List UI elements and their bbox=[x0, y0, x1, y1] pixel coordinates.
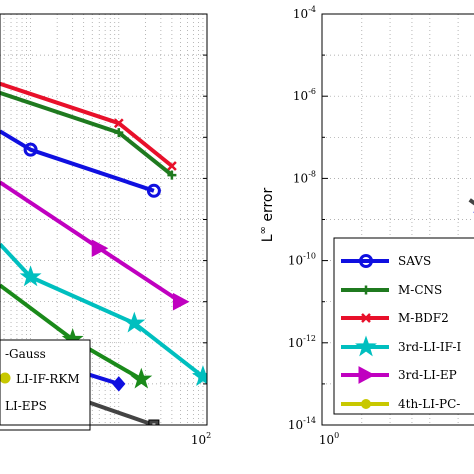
right-y-tick-label-1: 10-6 bbox=[293, 87, 316, 103]
right-y-tick-label-4: 10-12 bbox=[288, 334, 316, 350]
left-plot-area bbox=[0, 81, 207, 425]
left-legend-label-1: LI-IF-RKM bbox=[16, 372, 80, 386]
series-line-2 bbox=[0, 129, 155, 193]
left-legend-box bbox=[0, 339, 91, 431]
series-line-0 bbox=[468, 198, 474, 206]
left-x-tick-label-100-base: 10 bbox=[191, 433, 206, 447]
right-y-tick-label-1-exp: -6 bbox=[308, 87, 316, 96]
right-y-tick-label-2-exp: -8 bbox=[308, 169, 316, 178]
right-y-tick-label-5-exp: -14 bbox=[303, 416, 316, 425]
point-4-2 bbox=[123, 311, 146, 333]
point-7-1 bbox=[148, 419, 160, 425]
right-y-axis-label: L∞ error bbox=[258, 188, 276, 243]
right-legend-box bbox=[333, 237, 474, 415]
legend-marker-4 bbox=[358, 366, 376, 384]
right-y-tick-label-0-base: 10 bbox=[293, 7, 308, 21]
point-2-1 bbox=[23, 142, 38, 157]
point-0-2 bbox=[167, 161, 177, 171]
series-0 bbox=[0, 81, 177, 171]
left-legend: -Gauss LI-IF-RKM LI-EPS bbox=[0, 339, 91, 431]
legend-label-0: SAVS bbox=[398, 254, 431, 268]
ylabel-sup: ∞ bbox=[258, 226, 269, 234]
right-y-tick-label-2: 10-8 bbox=[293, 169, 316, 185]
left-x-tick-label-100-exp: 2 bbox=[206, 431, 211, 440]
series-4 bbox=[0, 242, 207, 386]
right-y-tick-label-0: 10-4 bbox=[293, 5, 316, 21]
series-2 bbox=[0, 129, 161, 198]
right-y-tick-label-5: 10-14 bbox=[288, 416, 316, 432]
right-y-tick-label-4-base: 10 bbox=[288, 336, 303, 350]
point-1-2 bbox=[167, 170, 177, 180]
point-1-1 bbox=[114, 128, 124, 138]
left-legend-label-0: -Gauss bbox=[5, 347, 46, 361]
right-y-tick-label-0-exp: -4 bbox=[308, 5, 316, 14]
series-3 bbox=[0, 180, 190, 311]
ylabel-rest: error bbox=[260, 188, 276, 227]
right-x-tick-label-1-base: 10 bbox=[319, 433, 334, 447]
series-0 bbox=[468, 198, 474, 206]
right-y-tick-label-3: 10-10 bbox=[288, 252, 316, 268]
point-5-2 bbox=[130, 367, 153, 389]
right-y-tick-label-5-base: 10 bbox=[288, 418, 303, 432]
point-7-1-core bbox=[152, 423, 156, 425]
legend-label-4: 3rd-LI-EP bbox=[398, 368, 457, 382]
point-3-1 bbox=[91, 239, 109, 258]
right-y-tick-label-3-base: 10 bbox=[288, 254, 303, 268]
point-4-1 bbox=[19, 265, 42, 287]
left-chart: -Gauss LI-IF-RKM LI-EPS 102 bbox=[0, 13, 211, 447]
point-3-2 bbox=[172, 292, 190, 311]
legend-label-2: M-BDF2 bbox=[398, 311, 449, 325]
series-line-4 bbox=[0, 242, 205, 379]
legend-marker-0 bbox=[359, 254, 373, 268]
point-0-1 bbox=[113, 118, 124, 129]
point-6-1 bbox=[112, 376, 126, 392]
left-x-tick-label-100: 102 bbox=[191, 431, 211, 447]
legend-label-5: 4th-LI-PC- bbox=[398, 397, 460, 411]
point-4-3 bbox=[192, 365, 207, 386]
point-2-2 bbox=[146, 183, 161, 198]
legend-label-3: 3rd-LI-IF-I bbox=[398, 340, 461, 354]
right-y-tick-label-2-base: 10 bbox=[293, 171, 308, 185]
right-y-tick-label-1-base: 10 bbox=[293, 89, 308, 103]
right-x-tick-label-1-exp: 0 bbox=[334, 431, 339, 440]
legend-marker-5 bbox=[361, 399, 371, 409]
left-legend-marker-1 bbox=[0, 372, 11, 384]
legend-label-1: M-CNS bbox=[398, 283, 442, 297]
right-y-tick-label-4-exp: -12 bbox=[303, 334, 316, 343]
left-legend-label-2: LI-EPS bbox=[5, 399, 47, 413]
legend-marker-1 bbox=[361, 285, 371, 295]
legend-marker-2 bbox=[361, 313, 371, 323]
legend-marker-3 bbox=[355, 335, 377, 357]
series-1 bbox=[0, 91, 177, 180]
right-y-tick-label-3-exp: -10 bbox=[303, 252, 316, 261]
ylabel-base: L bbox=[260, 234, 276, 242]
right-legend: SAVS M-CNS M-BDF2 3rd-LI-IF-I 3rd-LI-EP 4th-L… bbox=[333, 237, 474, 415]
right-x-tick-label-1: 100 bbox=[319, 431, 339, 447]
series-line-1 bbox=[0, 91, 174, 177]
